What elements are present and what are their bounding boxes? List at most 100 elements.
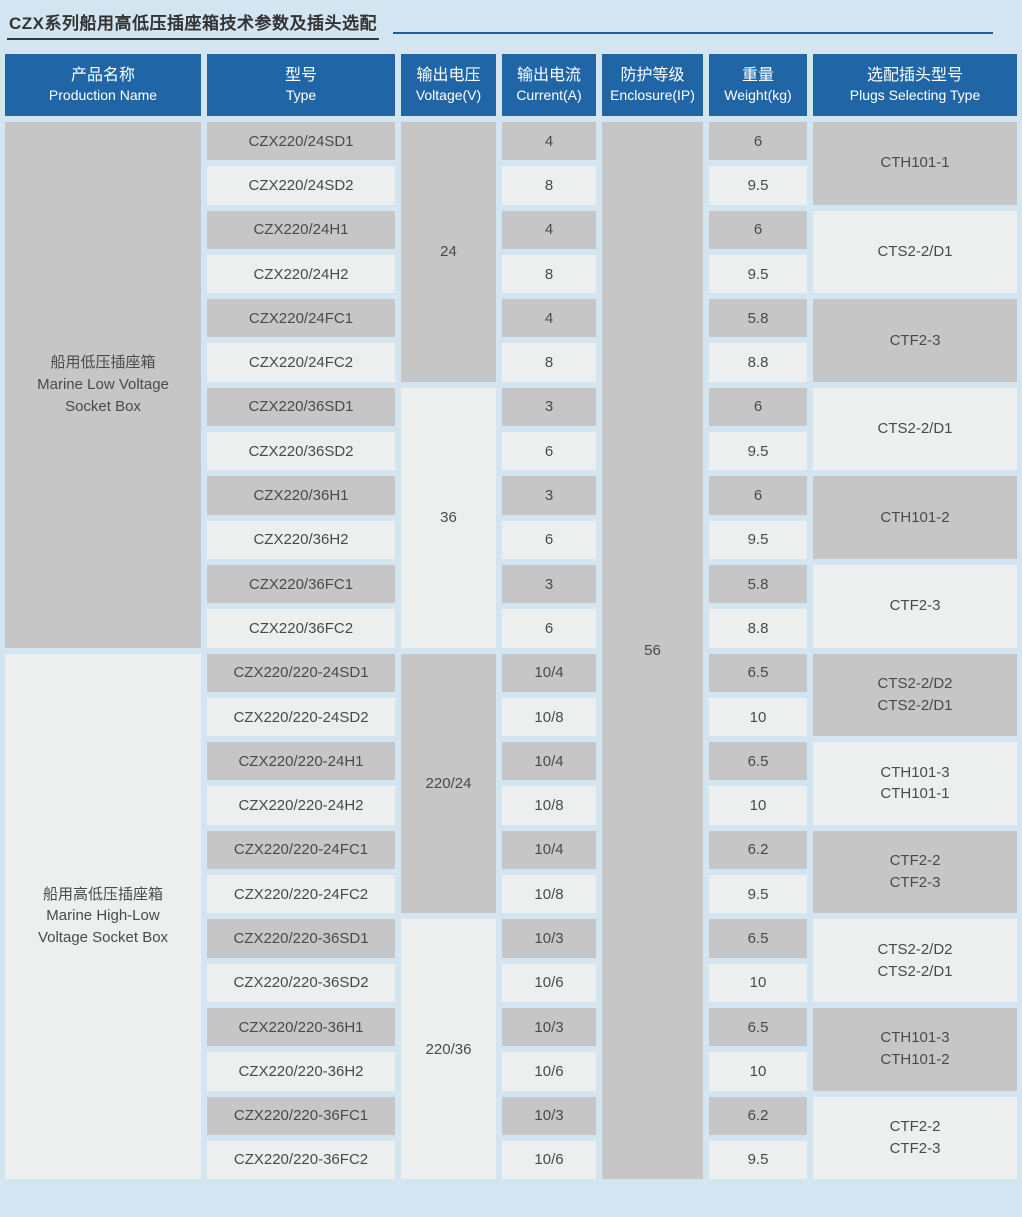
type-cell: CZX220/36FC2 bbox=[207, 609, 395, 648]
header-label-en: Current(A) bbox=[516, 87, 582, 104]
weight-cell: 6.5 bbox=[709, 653, 807, 692]
weight-cell: 9.5 bbox=[709, 166, 807, 205]
current-cell: 8 bbox=[502, 343, 596, 382]
weight-cell: 6.2 bbox=[709, 830, 807, 870]
current-cell: 8 bbox=[502, 254, 596, 294]
plug-label: CTS2-2/D2 bbox=[877, 940, 953, 958]
plug-cell: CTS2-2/D2 CTS2-2/D1 bbox=[813, 653, 1017, 737]
plug-label: CTS2-2/D1 bbox=[877, 696, 953, 714]
product-name-en: Marine High-Low bbox=[46, 907, 160, 925]
product-name-cell: 船用低压插座箱 Marine Low Voltage Socket Box bbox=[5, 122, 201, 648]
header-label-en: Voltage(V) bbox=[415, 87, 482, 104]
plug-label: CTS2-2/D1 bbox=[877, 420, 953, 438]
weight-cell: 10 bbox=[709, 697, 807, 737]
type-cell: CZX220/220-36SD2 bbox=[207, 963, 395, 1002]
plug-label: CTF2-2 bbox=[889, 852, 941, 870]
product-name-zh: 船用低压插座箱 bbox=[50, 354, 156, 372]
current-cell: 4 bbox=[502, 299, 596, 338]
plug-label: CTH101-1 bbox=[880, 785, 950, 803]
header-cell-3: 输出电压 Voltage(V) bbox=[401, 54, 496, 116]
current-cell: 3 bbox=[502, 387, 596, 427]
plug-cell: CTH101-3 CTH101-1 bbox=[813, 742, 1017, 825]
product-name-en: Voltage Socket Box bbox=[37, 929, 169, 947]
weight-cell: 9.5 bbox=[709, 1140, 807, 1180]
type-cell: CZX220/220-36FC1 bbox=[207, 1096, 395, 1135]
type-cell: CZX220/24H2 bbox=[207, 254, 395, 294]
current-cell: 10/3 bbox=[502, 1096, 596, 1135]
header-label-zh: 选配插头型号 bbox=[866, 66, 963, 84]
type-cell: CZX220/36FC1 bbox=[207, 564, 395, 604]
plug-cell: CTS2-2/D2 CTS2-2/D1 bbox=[813, 919, 1017, 1002]
weight-cell: 6 bbox=[709, 476, 807, 515]
current-cell: 6 bbox=[502, 432, 596, 471]
header-label-zh: 产品名称 bbox=[70, 66, 135, 84]
plug-cell: CTF2-2 CTF2-3 bbox=[813, 830, 1017, 914]
plug-cell: CTH101-1 bbox=[813, 122, 1017, 205]
product-name-en: Marine Low Voltage bbox=[37, 375, 169, 393]
weight-cell: 8.8 bbox=[709, 609, 807, 648]
header-cell-7: 选配插头型号 Plugs Selecting Type bbox=[813, 54, 1017, 116]
product-name-zh: 船用高低压插座箱 bbox=[42, 885, 163, 903]
current-cell: 10/8 bbox=[502, 786, 596, 825]
current-cell: 3 bbox=[502, 476, 596, 515]
current-cell: 6 bbox=[502, 520, 596, 559]
header-label-zh: 防护等级 bbox=[620, 66, 685, 84]
voltage-cell: 36 bbox=[401, 387, 496, 648]
current-cell: 10/6 bbox=[502, 963, 596, 1002]
current-cell: 10/3 bbox=[502, 919, 596, 958]
weight-cell: 6 bbox=[709, 210, 807, 249]
plug-cell: CTF2-3 bbox=[813, 299, 1017, 382]
current-cell: 6 bbox=[502, 609, 596, 648]
weight-cell: 10 bbox=[709, 1052, 807, 1091]
weight-cell: 9.5 bbox=[709, 520, 807, 559]
current-cell: 3 bbox=[502, 564, 596, 604]
plug-label: CTS2-2/D1 bbox=[877, 243, 953, 261]
type-cell: CZX220/220-24SD2 bbox=[207, 697, 395, 737]
type-cell: CZX220/36H1 bbox=[207, 476, 395, 515]
header-label-en: Production Name bbox=[48, 87, 158, 104]
current-cell: 8 bbox=[502, 166, 596, 205]
enclosure-cell: 56 bbox=[602, 122, 703, 1180]
header-cell-1: 产品名称 Production Name bbox=[5, 54, 201, 116]
plug-label: CTS2-2/D1 bbox=[877, 962, 953, 980]
plug-label: CTH101-2 bbox=[880, 1051, 950, 1069]
catalog-page: CZX系列船用高低压插座箱技术参数及插头选配 产品名称 Production Na… bbox=[5, 14, 1017, 1180]
weight-cell: 6.5 bbox=[709, 742, 807, 781]
current-cell: 4 bbox=[502, 210, 596, 249]
weight-cell: 9.5 bbox=[709, 432, 807, 471]
type-cell: CZX220/36H2 bbox=[207, 520, 395, 559]
plug-label: CTH101-1 bbox=[880, 154, 950, 172]
header-label-zh: 输出电流 bbox=[516, 66, 581, 84]
weight-cell: 9.5 bbox=[709, 875, 807, 914]
current-cell: 10/3 bbox=[502, 1007, 596, 1047]
type-cell: CZX220/24FC1 bbox=[207, 299, 395, 338]
title-rule-line bbox=[393, 32, 993, 34]
current-cell: 10/4 bbox=[502, 742, 596, 781]
current-cell: 10/4 bbox=[502, 830, 596, 870]
type-cell: CZX220/220-24H2 bbox=[207, 786, 395, 825]
type-cell: CZX220/220-36H2 bbox=[207, 1052, 395, 1091]
plug-label: CTF2-3 bbox=[889, 597, 941, 615]
current-cell: 10/6 bbox=[502, 1052, 596, 1091]
type-cell: CZX220/220-24H1 bbox=[207, 742, 395, 781]
weight-cell: 5.8 bbox=[709, 299, 807, 338]
voltage-cell: 24 bbox=[401, 122, 496, 382]
header-label-en: Type bbox=[285, 87, 317, 104]
voltage-cell: 220/24 bbox=[401, 653, 496, 914]
header-label-en: Enclosure(IP) bbox=[610, 87, 695, 104]
type-cell: CZX220/220-24FC1 bbox=[207, 830, 395, 870]
plug-label: CTF2-3 bbox=[889, 331, 941, 349]
type-cell: CZX220/24SD1 bbox=[207, 122, 395, 161]
plug-cell: CTF2-3 bbox=[813, 564, 1017, 648]
header-label-en: Weight(kg) bbox=[724, 87, 792, 104]
weight-cell: 9.5 bbox=[709, 254, 807, 294]
weight-cell: 6 bbox=[709, 387, 807, 427]
weight-cell: 6.5 bbox=[709, 1007, 807, 1047]
weight-cell: 6 bbox=[709, 122, 807, 161]
header-cell-4: 输出电流 Current(A) bbox=[502, 54, 596, 116]
weight-cell: 8.8 bbox=[709, 343, 807, 382]
plug-cell: CTS2-2/D1 bbox=[813, 387, 1017, 471]
header-label-zh: 输出电压 bbox=[416, 66, 481, 84]
current-cell: 10/8 bbox=[502, 697, 596, 737]
type-cell: CZX220/36SD1 bbox=[207, 387, 395, 427]
